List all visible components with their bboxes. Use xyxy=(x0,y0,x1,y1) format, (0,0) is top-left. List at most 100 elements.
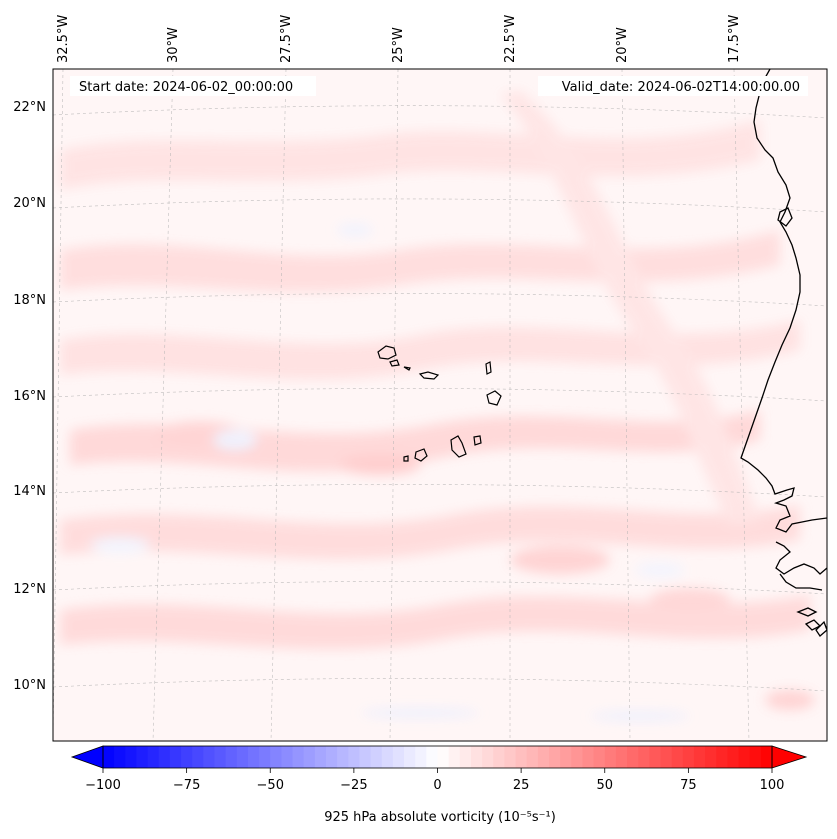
colorbar-cell xyxy=(705,746,717,768)
colorbar-cell xyxy=(158,746,171,768)
colorbar-cell xyxy=(136,746,149,768)
colorbar-cell xyxy=(493,746,505,768)
colorbar-cell xyxy=(348,746,361,768)
cape-verde-islands xyxy=(377,345,502,462)
latitude-labels: 22°N 20°N 18°N 16°N 14°N 12°N 10°N xyxy=(13,100,46,693)
colorbar-cell xyxy=(192,746,204,768)
colorbar-cell xyxy=(459,746,472,768)
colorbar-cell xyxy=(426,746,439,768)
colorbar-cell xyxy=(103,746,115,768)
longitude-labels: 32.5°W 30°W 27.5°W 25°W 22.5°W 20°W 17.5… xyxy=(56,15,742,63)
colorbar-cell xyxy=(482,746,494,768)
start-date-box xyxy=(70,76,316,96)
colorbar-cell xyxy=(437,746,450,768)
colorbar-cell xyxy=(716,746,728,768)
lon-label-30w: 30°W xyxy=(166,27,181,63)
colorbar-cell xyxy=(627,746,639,768)
island-fogo xyxy=(414,448,428,462)
colorbar-cell xyxy=(381,746,394,768)
colorbar-cell xyxy=(292,746,305,768)
lat-label-12n: 12°N xyxy=(13,582,46,597)
island-maio xyxy=(473,435,482,446)
colorbar-cell xyxy=(259,746,271,768)
lat-label-14n: 14°N xyxy=(13,484,46,499)
map-frame xyxy=(52,68,828,742)
lat-label-18n: 18°N xyxy=(13,293,46,308)
valid-date-label: Valid_date: 2024-06-02T14:00:00.00 xyxy=(562,80,800,95)
colorbar-cell xyxy=(169,746,182,768)
colorbar-cell xyxy=(225,746,238,768)
colorbar-cell xyxy=(392,746,405,768)
colorbar-ticks: −100 −75 −50 −25 0 25 50 75 100 xyxy=(85,768,784,793)
lat-label-22n: 22°N xyxy=(13,100,46,115)
island-brava xyxy=(403,455,409,462)
lon-label-22-5w: 22.5°W xyxy=(503,15,518,63)
colorbar-cell xyxy=(693,746,706,768)
colorbar-cell xyxy=(214,746,227,768)
colorbar-cell xyxy=(560,746,572,768)
colorbar-cell xyxy=(359,746,372,768)
colorbar-tick-label: −50 xyxy=(257,778,284,793)
colorbar-cell xyxy=(682,746,695,768)
island-sao-nicolau xyxy=(418,371,440,380)
colorbar-tick-label: 50 xyxy=(596,778,613,793)
colorbar-cell xyxy=(181,746,193,768)
map-panel xyxy=(53,69,827,741)
colorbar-cell xyxy=(749,746,762,768)
colorbar-tick-label: 0 xyxy=(433,778,441,793)
colorbar-cell xyxy=(504,746,517,768)
colorbar-cell xyxy=(270,746,282,768)
gridlines xyxy=(53,69,827,741)
island-santiago xyxy=(450,435,467,458)
lon-label-25w: 25°W xyxy=(391,27,406,63)
island-sao-vicente xyxy=(389,359,400,367)
island-boa-vista xyxy=(486,390,502,406)
colorbar-cell xyxy=(615,746,628,768)
colorbar-cell xyxy=(147,746,160,768)
colorbar-cell xyxy=(660,746,673,768)
colorbar-cell xyxy=(370,746,383,768)
colorbar-cell xyxy=(326,746,338,768)
colorbar-label: 925 hPa absolute vorticity (10⁻⁵s⁻¹) xyxy=(324,810,556,825)
colorbar-tick-label: 100 xyxy=(760,778,785,793)
colorbar-cell xyxy=(314,746,327,768)
colorbar-cell xyxy=(571,746,584,768)
start-date-label: Start date: 2024-06-02_00:00:00 xyxy=(79,80,293,95)
colorbar-cell xyxy=(638,746,650,768)
colorbar-cell xyxy=(582,746,595,768)
lon-label-27-5w: 27.5°W xyxy=(279,15,294,63)
vorticity-field xyxy=(60,90,815,720)
colorbar-cell xyxy=(649,746,662,768)
colorbar-cell xyxy=(760,746,773,768)
colorbar: −100 −75 −50 −25 0 25 50 75 100 925 hPa absolute… xyxy=(70,745,808,825)
lon-label-20w: 20°W xyxy=(615,27,630,63)
lat-label-16n: 16°N xyxy=(13,389,46,404)
island-sal xyxy=(485,361,492,375)
colorbar-cell xyxy=(515,746,528,768)
colorbar-cell xyxy=(203,746,216,768)
lon-label-17-5w: 17.5°W xyxy=(727,15,742,63)
island-santo-antao xyxy=(377,345,397,360)
colorbar-cell xyxy=(470,746,483,768)
colorbar-tick-label: −25 xyxy=(340,778,367,793)
valid-date-box xyxy=(538,76,808,96)
lon-label-32-5w: 32.5°W xyxy=(56,15,71,63)
colorbar-cells xyxy=(103,746,773,768)
colorbar-cell xyxy=(247,746,260,768)
colorbar-cell xyxy=(303,746,316,768)
colorbar-cell xyxy=(604,746,617,768)
colorbar-cell xyxy=(337,746,349,768)
colorbar-cell xyxy=(448,746,461,768)
colorbar-min-arrow xyxy=(70,745,104,769)
colorbar-cell xyxy=(236,746,249,768)
africa-coastline xyxy=(740,69,827,637)
colorbar-tick-label: −75 xyxy=(173,778,200,793)
colorbar-tick-label: −100 xyxy=(85,778,121,793)
colorbar-tick-label: 25 xyxy=(513,778,530,793)
colorbar-max-arrow xyxy=(771,745,808,769)
colorbar-cell xyxy=(281,746,294,768)
colorbar-cell xyxy=(738,746,751,768)
colorbar-cell xyxy=(415,746,427,768)
island-santa-luzia xyxy=(403,366,411,371)
